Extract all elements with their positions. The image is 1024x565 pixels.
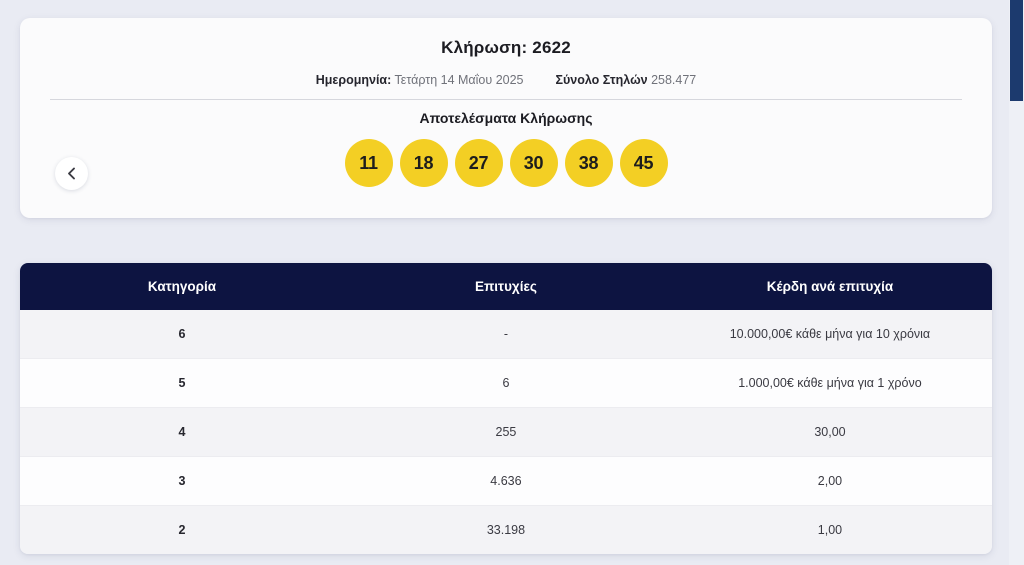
cell-category: 4 xyxy=(20,407,344,457)
winning-number-ball: 18 xyxy=(399,139,448,187)
page-scrollbar-thumb[interactable] xyxy=(1010,0,1023,101)
cell-hits: 33.198 xyxy=(486,523,526,537)
chevron-left-icon xyxy=(67,167,76,180)
prize-table: Κατηγορία Επιτυχίες Κέρδη ανά επιτυχία 6… xyxy=(20,263,992,554)
prize-table-head: Κατηγορία Επιτυχίες Κέρδη ανά επιτυχία xyxy=(20,263,992,310)
draw-meta-row: Ημερομηνία: Τετάρτη 14 Μαΐου 2025 Σύνολο… xyxy=(20,73,992,87)
draw-date-value: Τετάρτη 14 Μαΐου 2025 xyxy=(394,73,524,87)
cell-category: 3 xyxy=(20,456,344,506)
cell-prize: 1.000,00€ κάθε μήνα για 1 χρόνο xyxy=(667,358,992,408)
winning-number-ball: 45 xyxy=(619,139,668,187)
cell-prize: 1,00 xyxy=(817,523,843,537)
cell-category: 2 xyxy=(178,523,186,537)
page-scrollbar[interactable] xyxy=(1009,0,1024,565)
card-divider xyxy=(50,99,962,100)
cell-hits: 255 xyxy=(343,407,668,457)
cell-prize: 30,00 xyxy=(667,407,992,457)
table-row: 4 255 30,00 xyxy=(20,407,992,457)
cell-hits: - xyxy=(343,310,668,359)
table-row: 5 6 1.000,00€ κάθε μήνα για 1 χρόνο xyxy=(20,358,992,408)
draw-date-label: Ημερομηνία: xyxy=(315,73,392,87)
column-header-prize: Κέρδη ανά επιτυχία xyxy=(766,279,894,294)
cell-hits: 6 xyxy=(343,358,668,408)
table-row: 6 - 10.000,00€ κάθε μήνα για 10 χρόνια xyxy=(20,310,992,359)
prize-table-card: Κατηγορία Επιτυχίες Κέρδη ανά επιτυχία 6… xyxy=(20,263,992,554)
winning-numbers-list: 11 18 27 30 38 45 xyxy=(20,139,992,187)
draw-date: Ημερομηνία: Τετάρτη 14 Μαΐου 2025 xyxy=(316,73,524,87)
cell-category: 5 xyxy=(20,358,344,408)
table-header-row: Κατηγορία Επιτυχίες Κέρδη ανά επιτυχία xyxy=(20,263,992,310)
column-header-category: Κατηγορία xyxy=(147,279,217,294)
winning-number-ball: 30 xyxy=(509,139,558,187)
draw-total-columns: Σύνολο Στηλών 258.477 xyxy=(556,73,697,87)
table-row: 2 33.198 1,00 xyxy=(20,505,992,554)
cell-category: 6 xyxy=(20,310,344,359)
cell-prize: 10.000,00€ κάθε μήνα για 10 χρόνια xyxy=(667,310,992,359)
table-row: 3 4.636 2,00 xyxy=(20,456,992,506)
cell-prize: 2,00 xyxy=(667,456,992,506)
winning-number-ball: 11 xyxy=(344,139,393,187)
draw-card: Κλήρωση: 2622 Ημερομηνία: Τετάρτη 14 Μαΐ… xyxy=(20,18,992,218)
cell-hits: 4.636 xyxy=(343,456,668,506)
column-header-hits: Επιτυχίες xyxy=(474,279,537,294)
draw-title: Κλήρωση: 2622 xyxy=(441,38,571,57)
draw-total-columns-value: 258.477 xyxy=(651,73,697,87)
previous-draw-button[interactable] xyxy=(55,157,88,190)
prize-table-body: 6 - 10.000,00€ κάθε μήνα για 10 χρόνια 5… xyxy=(20,310,992,554)
winning-number-ball: 27 xyxy=(454,139,503,187)
results-title: Αποτελέσματα Κλήρωσης xyxy=(419,110,593,126)
draw-total-columns-label: Σύνολο Στηλών xyxy=(555,73,648,87)
winning-number-ball: 38 xyxy=(564,139,613,187)
